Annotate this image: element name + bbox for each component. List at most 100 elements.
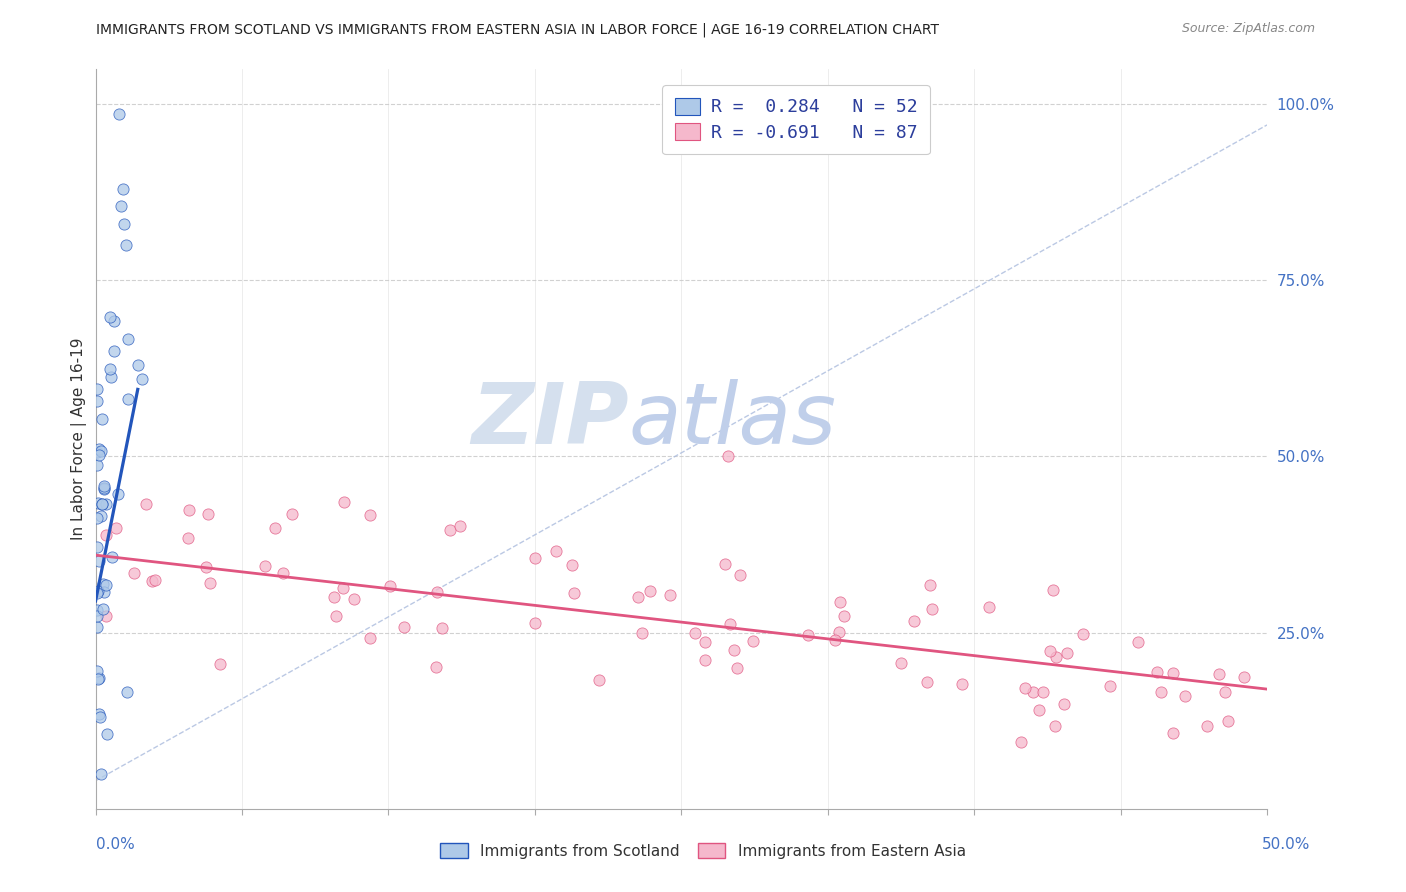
Point — [124, 566, 146, 580]
Point — [131, 372, 153, 386]
Point — [1233, 669, 1256, 683]
Point — [86, 541, 108, 555]
Point — [1216, 714, 1239, 728]
Point — [86, 664, 108, 678]
Point — [100, 369, 122, 384]
Point — [96, 498, 118, 512]
Point — [93, 584, 115, 599]
Text: 50.0%: 50.0% — [1263, 838, 1310, 852]
Point — [1071, 626, 1094, 640]
Point — [830, 595, 852, 609]
Point — [1039, 644, 1062, 658]
Point — [87, 706, 110, 721]
Point — [271, 566, 294, 580]
Point — [112, 217, 135, 231]
Point — [380, 579, 402, 593]
Point — [717, 450, 740, 464]
Point — [195, 559, 218, 574]
Point — [544, 544, 567, 558]
Point — [281, 507, 304, 521]
Point — [86, 586, 108, 600]
Point — [1045, 650, 1067, 665]
Point — [141, 574, 163, 589]
Point — [94, 528, 117, 542]
Point — [87, 672, 110, 686]
Text: IMMIGRANTS FROM SCOTLAND VS IMMIGRANTS FROM EASTERN ASIA IN LABOR FORCE | AGE 16: IMMIGRANTS FROM SCOTLAND VS IMMIGRANTS F… — [96, 22, 939, 37]
Point — [101, 550, 124, 565]
Point — [135, 497, 157, 511]
Point — [693, 653, 716, 667]
Point — [96, 727, 118, 741]
Point — [695, 635, 717, 649]
Point — [86, 445, 108, 459]
Point — [89, 710, 111, 724]
Point — [658, 588, 681, 602]
Point — [90, 508, 112, 523]
Point — [110, 199, 132, 213]
Point — [103, 343, 125, 358]
Point — [107, 487, 129, 501]
Point — [332, 581, 354, 595]
Text: Source: ZipAtlas.com: Source: ZipAtlas.com — [1181, 22, 1315, 36]
Point — [426, 585, 449, 599]
Point — [322, 590, 344, 604]
Point — [117, 392, 139, 407]
Point — [1028, 703, 1050, 717]
Point — [90, 766, 112, 780]
Point — [86, 583, 108, 598]
Point — [86, 394, 108, 409]
Point — [638, 583, 661, 598]
Point — [90, 444, 112, 458]
Point — [950, 677, 973, 691]
Point — [325, 608, 347, 623]
Point — [1022, 685, 1045, 699]
Point — [115, 237, 138, 252]
Point — [87, 442, 110, 457]
Point — [1014, 681, 1036, 695]
Point — [87, 496, 110, 510]
Y-axis label: In Labor Force | Age 16-19: In Labor Force | Age 16-19 — [72, 337, 87, 540]
Point — [977, 600, 1000, 615]
Point — [588, 673, 610, 687]
Point — [1031, 685, 1053, 699]
Legend: R =  0.284   N = 52, R = -0.691   N = 87: R = 0.284 N = 52, R = -0.691 N = 87 — [662, 85, 929, 154]
Point — [631, 625, 654, 640]
Point — [177, 531, 200, 545]
Point — [112, 182, 135, 196]
Point — [828, 624, 851, 639]
Point — [93, 481, 115, 495]
Point — [921, 602, 943, 616]
Point — [890, 656, 912, 670]
Point — [103, 314, 125, 328]
Point — [1174, 689, 1197, 703]
Point — [87, 448, 110, 462]
Point — [1146, 665, 1168, 680]
Point — [797, 628, 820, 642]
Point — [98, 362, 121, 376]
Point — [91, 497, 114, 511]
Point — [1043, 719, 1066, 733]
Point — [725, 661, 748, 675]
Point — [91, 412, 114, 426]
Point — [1056, 646, 1078, 660]
Point — [1213, 685, 1236, 699]
Point — [253, 559, 276, 574]
Point — [264, 521, 287, 535]
Point — [117, 332, 139, 346]
Point — [359, 508, 381, 522]
Text: atlas: atlas — [628, 379, 837, 462]
Point — [86, 382, 108, 396]
Point — [1053, 697, 1076, 711]
Point — [87, 672, 110, 686]
Point — [1010, 735, 1032, 749]
Point — [1195, 719, 1218, 733]
Point — [1150, 685, 1173, 699]
Point — [93, 478, 115, 492]
Point — [359, 631, 381, 645]
Point — [1208, 667, 1230, 681]
Point — [915, 675, 938, 690]
Point — [94, 577, 117, 591]
Point — [115, 685, 138, 699]
Point — [523, 615, 546, 630]
Point — [343, 591, 366, 606]
